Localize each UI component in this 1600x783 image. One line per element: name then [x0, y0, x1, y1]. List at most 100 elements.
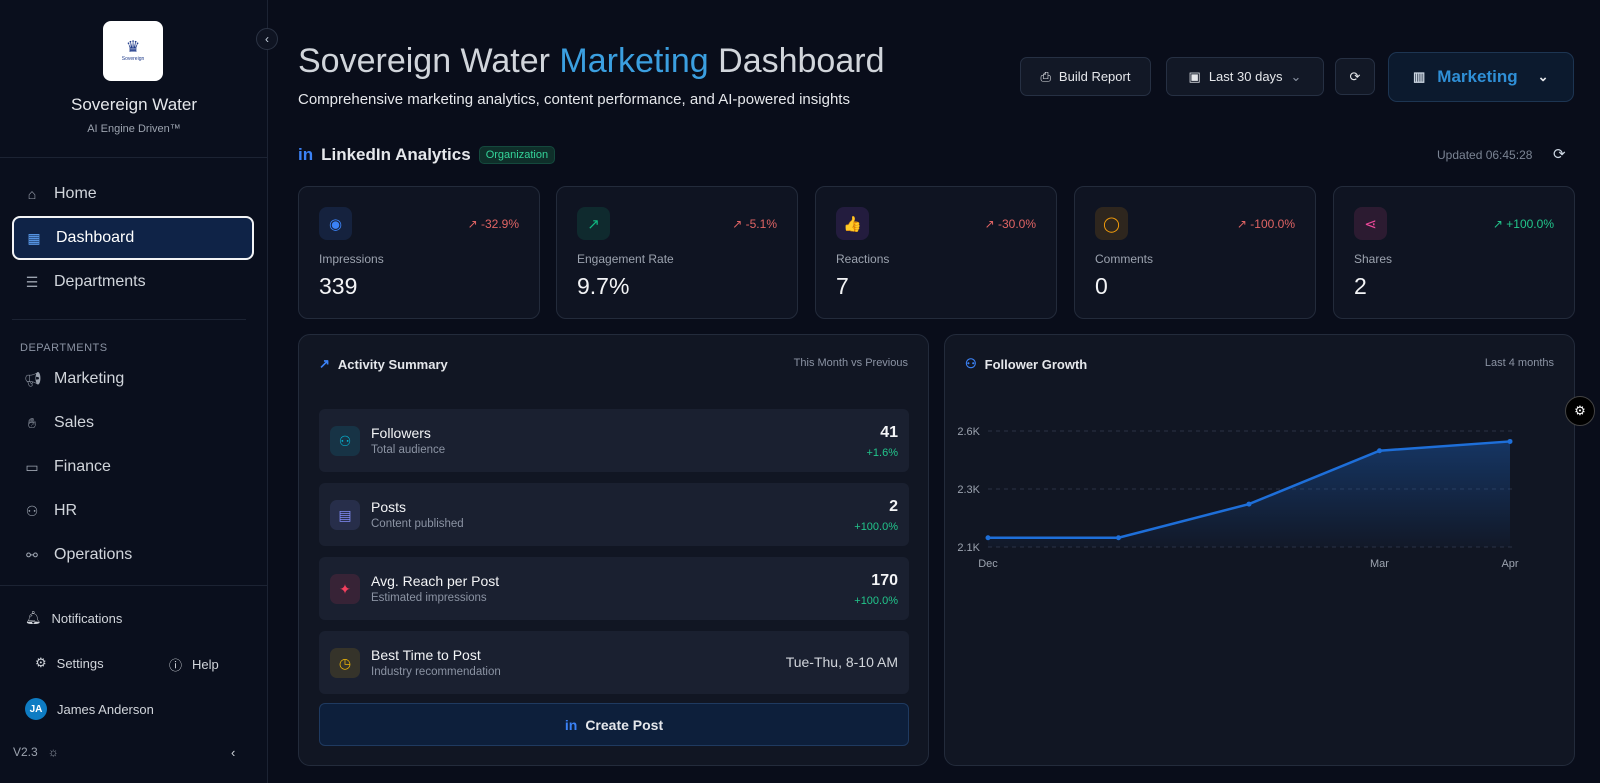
nav-hr[interactable]: ⚇ HR — [12, 489, 254, 533]
trend-icon: ↗ — [984, 217, 998, 231]
linkedin-icon: in — [298, 145, 314, 164]
label: Build Report — [1058, 69, 1131, 84]
linkedin-icon: in — [564, 716, 578, 733]
nav-home[interactable]: ⌂ Home — [12, 172, 254, 216]
banknote-icon: ▭ — [25, 458, 39, 475]
list-icon: ☰ — [25, 273, 39, 290]
megaphone-icon: 📢︎ — [24, 370, 42, 387]
area-fill — [988, 441, 1510, 547]
kpi-icon: ◉ — [319, 207, 352, 240]
settings-button[interactable]: ⚙ Settings — [35, 655, 104, 671]
activity-summary-panel: ↗ Activity Summary This Month vs Previous… — [298, 334, 929, 766]
section-label: DEPARTMENTS — [20, 342, 108, 354]
kpi-card-engagement-rate: ↗ ↗ -5.1% Engagement Rate 9.7% — [556, 186, 798, 319]
nav-label: Marketing — [54, 370, 125, 387]
data-point[interactable] — [1246, 501, 1252, 507]
kpi-label: Reactions — [836, 252, 890, 266]
x-tick-label: Dec — [978, 558, 998, 570]
section-title: LinkedIn Analytics — [321, 145, 471, 164]
x-tick-label: Apr — [1501, 558, 1518, 570]
brand-tagline: AI Engine Driven™ — [87, 123, 181, 135]
follower-growth-chart: 2.1K 2.3K 2.6K Dec Mar Apr — [957, 426, 1519, 570]
build-report-button[interactable]: ⎙ Build Report — [1020, 57, 1151, 96]
activity-row: ◷ Best Time to Post Industry recommendat… — [319, 631, 909, 694]
follower-growth-panel: ⚇ Follower Growth Last 4 months 2.1K 2.3K 2… — [944, 334, 1575, 766]
help-button[interactable]: ⓘ Help — [169, 655, 219, 674]
users-icon: ⚇ — [330, 426, 360, 456]
department-select[interactable]: ▥ Marketing ⌄ — [1388, 52, 1574, 102]
users-icon: ⚇ — [25, 502, 39, 519]
data-point[interactable] — [985, 535, 991, 541]
refresh-button[interactable]: ⟳ — [1335, 58, 1375, 95]
label: Settings — [56, 655, 104, 671]
floating-toggle-button[interactable]: ⚙ — [1565, 396, 1595, 426]
sidebar: ♛ Sovereign Sovereign Water AI Engine Dri… — [0, 0, 268, 783]
label: Create Post — [585, 716, 664, 733]
bell-icon: 🔔︎ — [25, 610, 42, 625]
date-range-select[interactable]: ▣ Last 30 days ⌄ — [1166, 57, 1324, 96]
kpi-change: ↗ -5.1% — [732, 217, 777, 231]
version-label: V2.3 — [13, 745, 38, 759]
kpi-value: 2 — [1354, 273, 1367, 299]
row-delta: +100.0% — [854, 521, 898, 533]
label: Notifications — [51, 610, 123, 626]
row-subtitle: Total audience — [371, 444, 446, 456]
nav-finance[interactable]: ▭ Finance — [12, 445, 254, 489]
kpi-card-shares: ⋖ ↗ +100.0% Shares 2 — [1333, 186, 1575, 319]
notifications-button[interactable]: 🔔︎ Notifications — [25, 610, 122, 626]
document-icon: ▤ — [330, 500, 360, 530]
create-post-button[interactable]: in Create Post — [319, 703, 909, 746]
x-tick-label: Mar — [1370, 558, 1389, 570]
sun-icon[interactable]: ☼ — [47, 745, 59, 759]
nav-label: HR — [54, 502, 78, 519]
version: V2.3 ☼ — [13, 745, 59, 759]
nav-dashboard[interactable]: ▦ Dashboard — [12, 216, 254, 260]
kpi-value: 7 — [836, 273, 849, 299]
change-value: +100.0% — [1506, 217, 1554, 231]
trend-icon: ↗ — [732, 217, 746, 231]
kpi-label: Shares — [1354, 252, 1393, 266]
row-delta: +1.6% — [866, 447, 899, 459]
y-tick-label: 2.6K — [957, 426, 980, 438]
change-value: -5.1% — [745, 217, 777, 231]
data-point[interactable] — [1507, 438, 1513, 444]
row-value: Tue-Thu, 8-10 AM — [785, 654, 898, 670]
row-value: 2 — [889, 498, 898, 515]
nav-operations[interactable]: ⚯ Operations — [12, 533, 254, 577]
user-name: James Anderson — [57, 701, 154, 717]
nav-sales[interactable]: ✋︎ Sales — [12, 401, 254, 445]
collapse-chevron-icon[interactable]: ‹ — [231, 745, 236, 760]
kpi-label: Engagement Rate — [577, 252, 674, 266]
nav-label: Operations — [54, 546, 133, 563]
refresh-icon[interactable]: ⟳ — [1553, 146, 1566, 163]
row-value: 41 — [880, 424, 898, 441]
kpi-label: Comments — [1095, 252, 1154, 266]
page-subtitle: Comprehensive marketing analytics, conte… — [298, 91, 850, 108]
sidebar-collapse-button[interactable]: ‹ — [256, 28, 278, 50]
row-title: Best Time to Post — [371, 647, 481, 663]
data-point[interactable] — [1377, 448, 1382, 454]
user-profile[interactable]: JA James Anderson — [25, 698, 154, 720]
title-pre: Sovereign Water — [298, 42, 560, 80]
help-circle-icon: ⓘ — [169, 658, 183, 673]
kpi-change: ↗ -100.0% — [1237, 217, 1295, 231]
bar-chart-icon: ▥ — [1413, 69, 1426, 84]
brand-logo: ♛ Sovereign — [103, 21, 163, 81]
change-value: -32.9% — [480, 217, 519, 231]
clock-icon: ◷ — [330, 648, 360, 678]
kpi-label: Impressions — [319, 252, 384, 266]
row-title: Avg. Reach per Post — [371, 573, 500, 589]
title-post: Dashboard — [708, 42, 885, 80]
nav-departments[interactable]: ☰ Departments — [12, 260, 254, 304]
data-point[interactable] — [1116, 535, 1121, 541]
status-badge: Organization — [478, 146, 556, 164]
kpi-icon: ◯ — [1095, 207, 1128, 240]
nav-label: Finance — [54, 458, 111, 475]
title-accent: Marketing — [559, 42, 709, 80]
kpi-icon: ⋖ — [1354, 207, 1387, 240]
row-subtitle: Estimated impressions — [371, 592, 487, 604]
kpi-value: 339 — [319, 273, 358, 299]
row-title: Posts — [371, 499, 407, 515]
kpi-value: 9.7% — [577, 273, 630, 299]
nav-marketing[interactable]: 📢︎ Marketing — [12, 357, 254, 401]
